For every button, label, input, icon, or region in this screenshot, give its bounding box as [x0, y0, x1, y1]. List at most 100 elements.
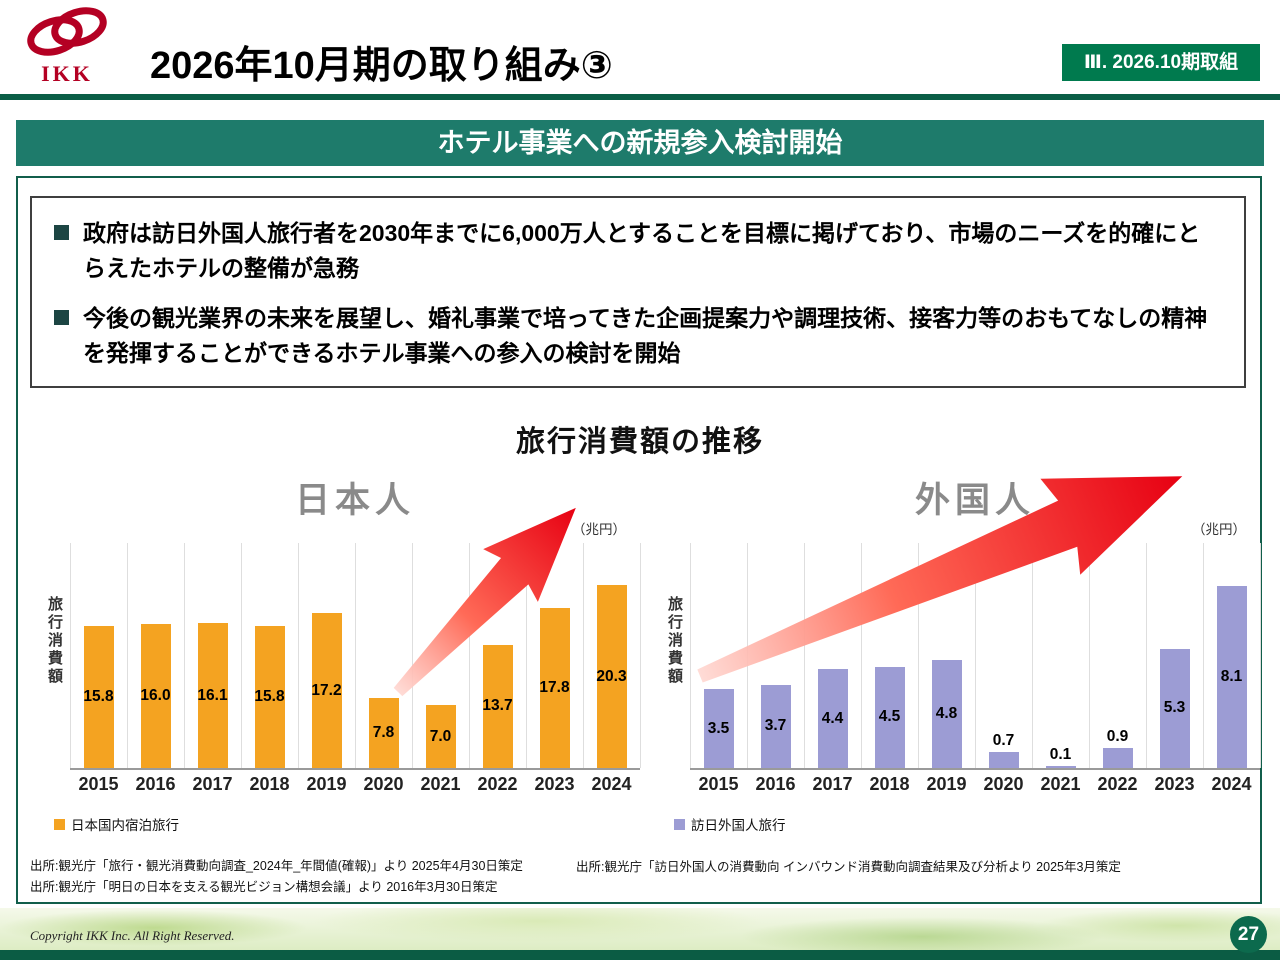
bar-2022 — [1102, 747, 1133, 768]
chart-legend: 日本国内宿泊旅行 — [54, 814, 179, 834]
x-tick-label: 2022 — [477, 774, 518, 794]
bar-2024 — [1216, 585, 1247, 768]
section-badge: Ⅲ. 2026.10期取組 — [1062, 44, 1260, 81]
source-line: 出所:観光庁「明日の日本を支える観光ビジョン構想会議」より 2016年3月30日… — [30, 880, 498, 895]
bar-value-label: 7.8 — [372, 723, 395, 741]
x-tick-label: 2024 — [1211, 774, 1252, 794]
bar-value-label: 8.1 — [1220, 667, 1243, 685]
logo-text: IKK — [41, 61, 93, 86]
bar-value-label: 16.1 — [197, 686, 228, 704]
bar-value-label: 17.2 — [311, 681, 342, 699]
bullet-square-icon — [54, 310, 69, 325]
x-tick-label: 2016 — [135, 774, 176, 794]
header-divider — [0, 94, 1280, 100]
x-tick-label: 2023 — [534, 774, 575, 794]
bullets-box: 政府は訪日外国人旅行者を2030年までに6,000万人とすることを目標に掲げてお… — [30, 196, 1246, 388]
logo-rings-icon — [27, 7, 107, 56]
x-tick-label: 2019 — [306, 774, 347, 794]
bar-2017 — [197, 623, 228, 768]
chart-foreign-travelers: 外国人 （兆円） 旅行消費額 3.5 3.7 4.4 4.5 4.8 0.7 0.1 0.9 5… — [656, 460, 1261, 856]
x-tick-label: 2022 — [1097, 774, 1138, 794]
copyright-text: Copyright IKK Inc. All Right Reserved. — [30, 928, 235, 943]
bar-value-label: 15.8 — [254, 687, 285, 705]
bar-2015 — [703, 689, 734, 768]
bullet-item: 今後の観光業界の未来を展望し、婚礼事業で培ってきた企画提案力や調理技術、接客力等… — [54, 301, 1222, 370]
legend-swatch-icon — [674, 818, 685, 830]
bar-value-label: 15.8 — [83, 687, 114, 705]
bar-value-label: 0.9 — [1106, 727, 1129, 745]
x-tick-label: 2015 — [698, 774, 739, 794]
chart-title: 日本人 — [294, 481, 415, 520]
x-tick-label: 2020 — [363, 774, 404, 794]
x-tick-label: 2021 — [1040, 774, 1081, 794]
gridline — [640, 543, 641, 768]
bar-2021 — [1045, 765, 1076, 768]
legend-label: 日本国内宿泊旅行 — [71, 818, 179, 833]
gridline — [241, 543, 242, 768]
bar-2017 — [817, 669, 848, 768]
x-tick-label: 2024 — [591, 774, 632, 794]
chart-x-axis-labels: 2015 2016 2017 2018 2019 2020 2021 2022 2023 2024 — [70, 774, 640, 795]
bullet-square-icon — [54, 225, 69, 240]
bar-value-label: 4.4 — [821, 709, 844, 727]
legend-label: 訪日外国人旅行 — [691, 818, 786, 833]
source-line: 出所:観光庁「訪日外国人の消費動向 インバウンド消費動向調査結果及び分析より 2… — [576, 860, 1121, 874]
bar-value-label: 5.3 — [1163, 699, 1186, 717]
bar-value-label: 17.8 — [539, 678, 570, 696]
bar-value-label: 13.7 — [482, 697, 513, 715]
gridline — [690, 543, 691, 768]
chart-section-title: 旅行消費額の推移 — [515, 426, 764, 458]
bar-value-label: 0.7 — [992, 732, 1015, 750]
chart-unit-label: （兆円） — [1192, 522, 1246, 537]
gridline — [298, 543, 299, 768]
bar-value-label: 7.0 — [429, 727, 452, 745]
x-tick-label: 2021 — [420, 774, 461, 794]
bar-value-label: 3.7 — [764, 717, 787, 735]
bar-value-label: 4.5 — [878, 708, 901, 726]
bar-2019 — [311, 613, 342, 768]
chart-y-axis-label: 旅行消費額 — [666, 596, 683, 686]
bar-2020 — [988, 752, 1019, 768]
chart-plot-area: 3.5 3.7 4.4 4.5 4.8 0.7 0.1 0.9 5.3 8.1 — [690, 543, 1261, 770]
source-notes-left: 出所:観光庁「旅行・観光消費動向調査_2024年_年間値(確報)」より 2025… — [30, 856, 523, 899]
bar-2018 — [254, 625, 285, 768]
bar-2016 — [760, 684, 791, 768]
chart-japanese-travelers: 日本人 （兆円） 旅行消費額 15.8 16.0 16.1 15.8 17.2 7.8 7.… — [36, 460, 641, 856]
x-tick-label: 2020 — [983, 774, 1024, 794]
bar-value-label: 20.3 — [596, 667, 627, 685]
gridline — [1203, 543, 1204, 768]
x-tick-label: 2017 — [192, 774, 233, 794]
chart-legend: 訪日外国人旅行 — [674, 814, 786, 834]
bar-2021 — [425, 705, 456, 768]
chart-title: 外国人 — [914, 481, 1035, 520]
bar-2016 — [140, 624, 171, 768]
chart-plot-area: 15.8 16.0 16.1 15.8 17.2 7.8 7.0 13.7 17.8 20.3 — [70, 543, 641, 770]
gridline — [1260, 543, 1261, 768]
company-logo: IKK — [12, 4, 122, 94]
bar-value-label: 4.8 — [935, 705, 958, 722]
bar-2024 — [596, 585, 627, 768]
bar-2018 — [874, 666, 905, 768]
x-tick-label: 2018 — [869, 774, 910, 794]
x-tick-label: 2016 — [755, 774, 796, 794]
topic-banner: ホテル事業への新規参入検討開始 — [16, 120, 1264, 166]
footer-decorative-strip — [0, 908, 1280, 952]
bar-2020 — [368, 697, 399, 768]
gridline — [184, 543, 185, 768]
chart-unit-label: （兆円） — [572, 522, 626, 537]
gridline — [355, 543, 356, 768]
slide-title: 2026年10月期の取り組み③ — [150, 45, 613, 87]
x-tick-label: 2023 — [1154, 774, 1195, 794]
bullet-item: 政府は訪日外国人旅行者を2030年までに6,000万人とすることを目標に掲げてお… — [54, 216, 1222, 285]
x-tick-label: 2017 — [812, 774, 853, 794]
bar-value-label: 3.5 — [707, 719, 730, 737]
source-line: 出所:観光庁「旅行・観光消費動向調査_2024年_年間値(確報)」より 2025… — [30, 859, 523, 873]
bar-2015 — [83, 625, 114, 768]
gridline — [526, 543, 527, 768]
bar-value-label: 0.1 — [1049, 745, 1072, 763]
gridline — [583, 543, 584, 768]
bullet-text: 政府は訪日外国人旅行者を2030年までに6,000万人とすることを目標に掲げてお… — [83, 220, 1201, 281]
gridline — [70, 543, 71, 768]
bar-value-label: 16.0 — [140, 687, 171, 704]
